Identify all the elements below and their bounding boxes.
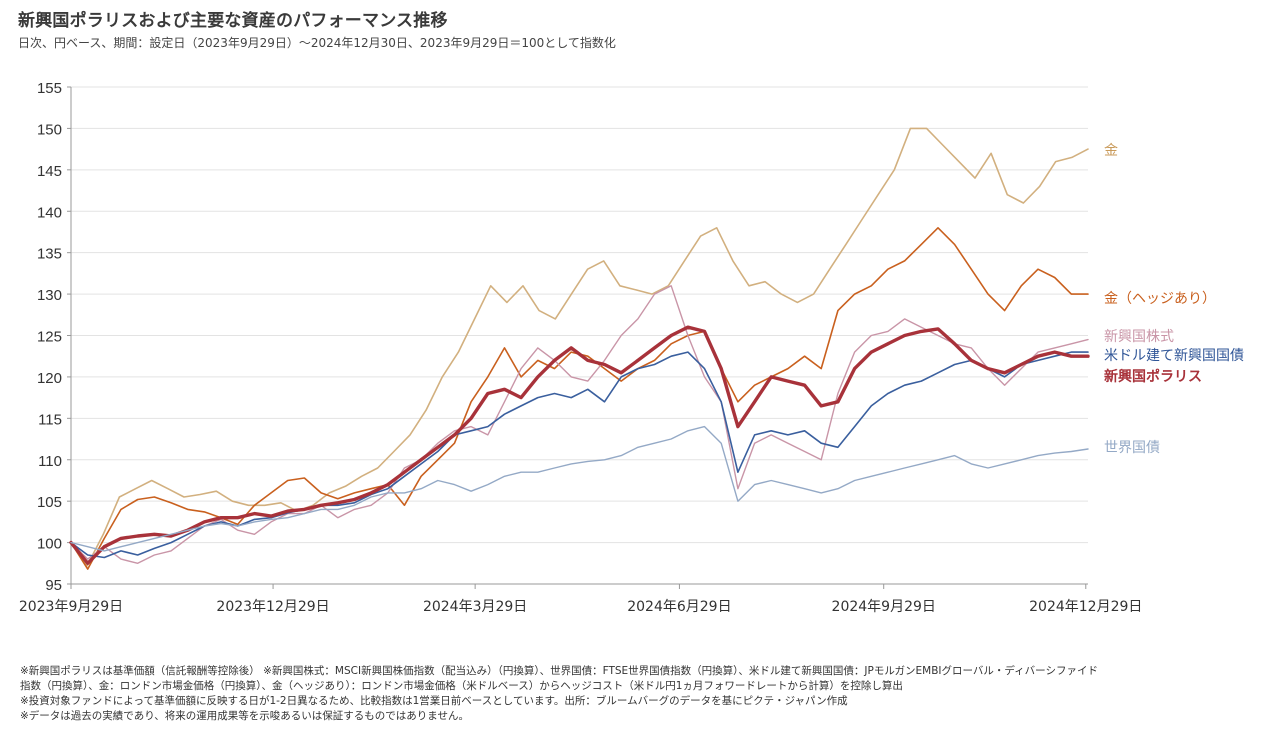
performance-line-chart: 95 100 105 110 115 120 125 130 135 140 145 150 155 20…: [19, 80, 1143, 615]
legend-label-gold: 金: [1104, 143, 1118, 159]
legend-label-gold-hedged: 金（ヘッジあり）: [1104, 291, 1216, 307]
x-tick-label: 2024年6月29日: [627, 599, 731, 615]
y-tick-label: 145: [37, 163, 62, 180]
series-line-3: [70, 351, 1089, 559]
x-tick-label: 2023年9月29日: [19, 599, 123, 615]
y-tick-label: 140: [37, 204, 62, 221]
y-tick-label: 150: [37, 121, 62, 138]
legend-label-world-govt-bond: 世界国債: [1104, 440, 1160, 456]
chart-title: 新興国ポラリスおよび主要な資産のパフォーマンス推移: [18, 11, 448, 31]
series-line-5: [70, 425, 1089, 552]
series-line-4: [69, 325, 1090, 565]
y-tick-label: 105: [37, 494, 62, 511]
x-tick-label: 2024年12月29日: [1029, 599, 1142, 615]
y-tick-label: 100: [37, 536, 62, 553]
legend-label-usd-em-bond: 米ドル建て新興国国債: [1104, 348, 1244, 364]
chart-subtitle: 日次、円ベース、期間：設定日（2023年9月29日）～2024年12月30日、2…: [18, 36, 616, 50]
legend-label-em-polaris: 新興国ポラリス: [1104, 369, 1202, 385]
footnote-line: ※投資対象ファンドによって基準価額に反映する日が1-2日異なるため、比較指数は1…: [20, 695, 848, 707]
y-tick-label: 125: [37, 329, 62, 346]
y-tick-label: 110: [38, 453, 62, 470]
series-line-0: [70, 127, 1089, 567]
x-tick-label: 2023年12月29日: [216, 599, 329, 615]
x-tick-label: 2024年3月29日: [423, 599, 527, 615]
footnotes: ※新興国ポラリスは基準価額（信託報酬等控除後） ※新興国株式：MSCI新興国株価…: [20, 664, 1270, 724]
legend-label-em-equity: 新興国株式: [1104, 329, 1174, 345]
y-tick-label: 115: [38, 411, 62, 428]
y-tick-label: 130: [37, 287, 62, 304]
y-tick-label: 95: [45, 577, 62, 594]
footnote-line: ※データは過去の実績であり、将来の運用成果等を示唆あるいは保証するものではありま…: [20, 710, 469, 722]
footnote-line: ※新興国ポラリスは基準価額（信託報酬等控除後） ※新興国株式：MSCI新興国株価…: [20, 665, 1098, 677]
footnote-line: 指数（円換算）、金：ロンドン市場金価格（円換算）、金（ヘッジあり）：ロンドン市場…: [20, 680, 903, 692]
y-tick-label: 155: [37, 80, 62, 97]
y-tick-label: 135: [37, 246, 62, 263]
y-tick-label: 120: [37, 370, 62, 387]
x-tick-label: 2024年9月29日: [832, 599, 936, 615]
series-line-2: [70, 285, 1089, 564]
